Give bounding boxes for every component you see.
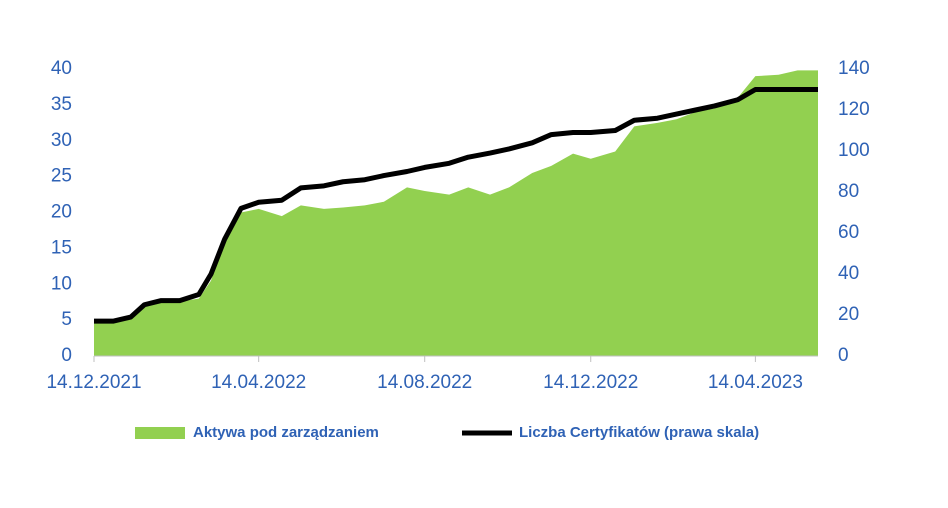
y-tick-label: 30: [51, 130, 72, 151]
y-tick-label: 20: [51, 202, 72, 223]
line: [94, 87, 818, 324]
y2-tick-label: 60: [838, 222, 859, 243]
y2-tick-label: 120: [838, 99, 870, 120]
x-tick-label: 14.04.2022: [211, 372, 306, 393]
y2-tick-label: 0: [838, 345, 849, 366]
y-tick-label: 35: [51, 94, 72, 115]
legend-swatch: [135, 427, 185, 439]
y2-tick-label: 40: [838, 263, 859, 284]
y2-tick-label: 140: [838, 58, 870, 79]
x-tick-label: 14.04.2023: [708, 372, 803, 393]
y-tick-label: 10: [51, 273, 72, 294]
x-tick-label: 14.08.2022: [377, 372, 472, 393]
y-tick-label: 15: [51, 237, 72, 258]
area: [94, 70, 818, 356]
legend-label: Aktywa pod zarządzaniem: [193, 424, 379, 441]
y2-tick-label: 20: [838, 304, 859, 325]
x-tick-label: 14.12.2022: [543, 372, 638, 393]
y-tick-label: 25: [51, 166, 72, 187]
legend-label: Liczba Certyfikatów (prawa skala): [519, 424, 759, 441]
x-tick-label: 14.12.2021: [46, 372, 141, 393]
y-tick-label: 0: [61, 345, 72, 366]
y-tick-label: 40: [51, 58, 72, 79]
y2-tick-label: 80: [838, 181, 859, 202]
y-tick-label: 5: [61, 309, 72, 330]
y2-tick-label: 100: [838, 140, 870, 161]
